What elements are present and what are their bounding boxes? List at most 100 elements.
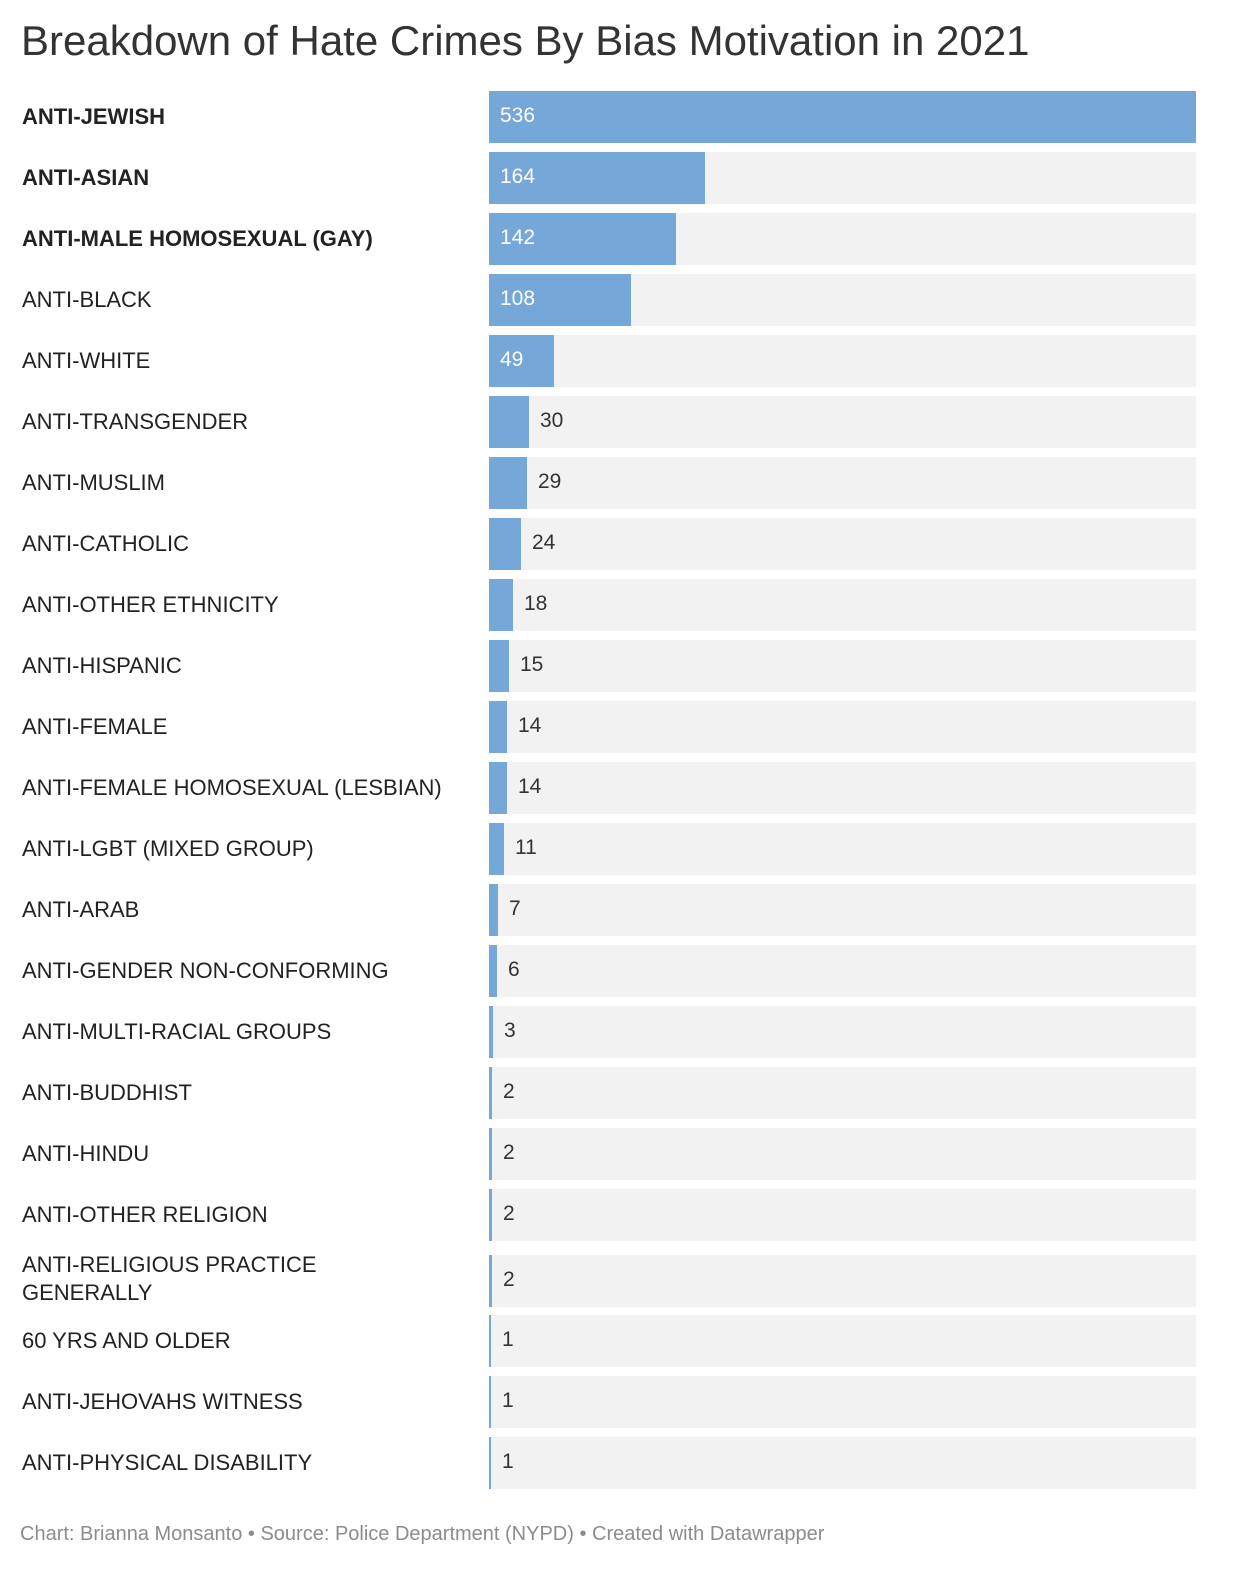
category-label: ANTI-BUDDHIST [22,1080,192,1105]
bar-value-label: 49 [500,348,524,371]
category-label: ANTI-PHYSICAL DISABILITY [22,1450,313,1475]
bar [489,1376,491,1428]
bar-track: 164 [489,152,1196,204]
category-label: ANTI-OTHER ETHNICITY [22,592,279,617]
bar-track: 2 [489,1255,1196,1307]
bar [489,640,509,692]
bar-track: 29 [489,457,1196,509]
bar [489,335,554,387]
bar [489,762,507,814]
bar-track: 15 [489,640,1196,692]
bar-track: 2 [489,1189,1196,1241]
bar-value-label: 24 [532,531,556,554]
bar-value-label: 3 [504,1019,516,1042]
bar-row: ANTI-JEWISH 536 [0,91,1240,143]
category-label: ANTI-BLACK [22,287,152,312]
bar-value-label: 18 [524,592,548,615]
bar-row: ANTI-OTHER ETHNICITY 18 [0,579,1240,631]
bar [489,91,1196,143]
category-label: ANTI-HISPANIC [22,653,182,678]
bar-row: ANTI-JEHOVAHS WITNESS 1 [0,1376,1240,1428]
bar-value-label: 1 [502,1450,514,1473]
bar-track: 7 [489,884,1196,936]
bar-value-label: 536 [500,104,536,127]
bar-track: 30 [489,396,1196,448]
bar-track: 49 [489,335,1196,387]
category-label: ANTI-JEHOVAHS WITNESS [22,1389,303,1414]
bar-track: 2 [489,1067,1196,1119]
bar-track: 142 [489,213,1196,265]
bar-row: ANTI-FEMALE HOMOSEXUAL (LESBIAN) 14 [0,762,1240,814]
bar-row: ANTI-PHYSICAL DISABILITY 1 [0,1437,1240,1489]
bar [489,1128,492,1180]
bar-track: 18 [489,579,1196,631]
bar-row: ANTI-TRANSGENDER 30 [0,396,1240,448]
bar-value-label: 14 [518,775,542,798]
bar [489,1255,492,1307]
bar-row: ANTI-BLACK 108 [0,274,1240,326]
bar-row: ANTI-ARAB 7 [0,884,1240,936]
category-label: ANTI-MULTI-RACIAL GROUPS [22,1019,332,1044]
bar-row: 60 YRS AND OLDER 1 [0,1315,1240,1367]
bar-value-label: 30 [540,409,564,432]
bar-track: 6 [489,945,1196,997]
bar-row: ANTI-CATHOLIC 24 [0,518,1240,570]
bar-row: ANTI-LGBT (MIXED GROUP) 11 [0,823,1240,875]
category-label: ANTI-MUSLIM [22,470,165,495]
category-label: ANTI-MALE HOMOSEXUAL (GAY) [22,226,373,251]
bar [489,1189,492,1241]
bar [489,396,529,448]
bar [489,457,527,509]
bar [489,1006,493,1058]
chart-footer-credit: Chart: Brianna Monsanto • Source: Police… [20,1523,825,1545]
bar-row: ANTI-BUDDHIST 2 [0,1067,1240,1119]
bar-track: 24 [489,518,1196,570]
bar-row: ANTI-OTHER RELIGION 2 [0,1189,1240,1241]
bar [489,1315,491,1367]
category-label: ANTI-GENDER NON-CONFORMING [22,958,389,983]
bar-value-label: 1 [502,1389,514,1412]
category-label: ANTI-FEMALE [22,714,168,739]
category-label: ANTI-FEMALE HOMOSEXUAL (LESBIAN) [22,775,442,800]
category-label: ANTI-ARAB [22,897,140,922]
bar-row: ANTI-FEMALE 14 [0,701,1240,753]
bar [489,1437,491,1489]
category-label: ANTI-RELIGIOUS PRACTICE GENERALLY [22,1251,317,1305]
bar [489,945,497,997]
bar-row: ANTI-MALE HOMOSEXUAL (GAY) 142 [0,213,1240,265]
category-label: ANTI-CATHOLIC [22,531,190,556]
bar-track: 11 [489,823,1196,875]
bar [489,1067,492,1119]
bar-row: ANTI-HISPANIC 15 [0,640,1240,692]
category-label: ANTI-ASIAN [22,165,150,190]
bar-row: ANTI-RELIGIOUS PRACTICE GENERALLY 2 [0,1250,1240,1307]
category-label: ANTI-JEWISH [22,104,165,129]
bar-row: ANTI-MUSLIM 29 [0,457,1240,509]
bar-track: 536 [489,91,1196,143]
category-label: ANTI-TRANSGENDER [22,409,249,434]
bar-track: 1 [489,1315,1196,1367]
bar [489,884,498,936]
bar-value-label: 14 [518,714,542,737]
category-label: ANTI-LGBT (MIXED GROUP) [22,836,314,861]
bar-track: 1 [489,1437,1196,1489]
bar-track: 1 [489,1376,1196,1428]
bar-value-label: 2 [503,1080,515,1103]
bar-value-label: 15 [520,653,544,676]
bar [489,152,705,204]
bar [489,823,504,875]
bar-track: 108 [489,274,1196,326]
bar-track: 14 [489,762,1196,814]
bar-value-label: 142 [500,226,536,249]
category-label: ANTI-HINDU [22,1141,150,1166]
chart-title: Breakdown of Hate Crimes By Bias Motivat… [21,17,1030,64]
bar-row: ANTI-HINDU 2 [0,1128,1240,1180]
bar [489,274,631,326]
bar-value-label: 1 [502,1328,514,1351]
bar-value-label: 29 [538,470,562,493]
bar-row: ANTI-WHITE 49 [0,335,1240,387]
bar-row: ANTI-MULTI-RACIAL GROUPS 3 [0,1006,1240,1058]
bar-track: 14 [489,701,1196,753]
bar-value-label: 108 [500,287,536,310]
category-label: ANTI-OTHER RELIGION [22,1202,268,1227]
